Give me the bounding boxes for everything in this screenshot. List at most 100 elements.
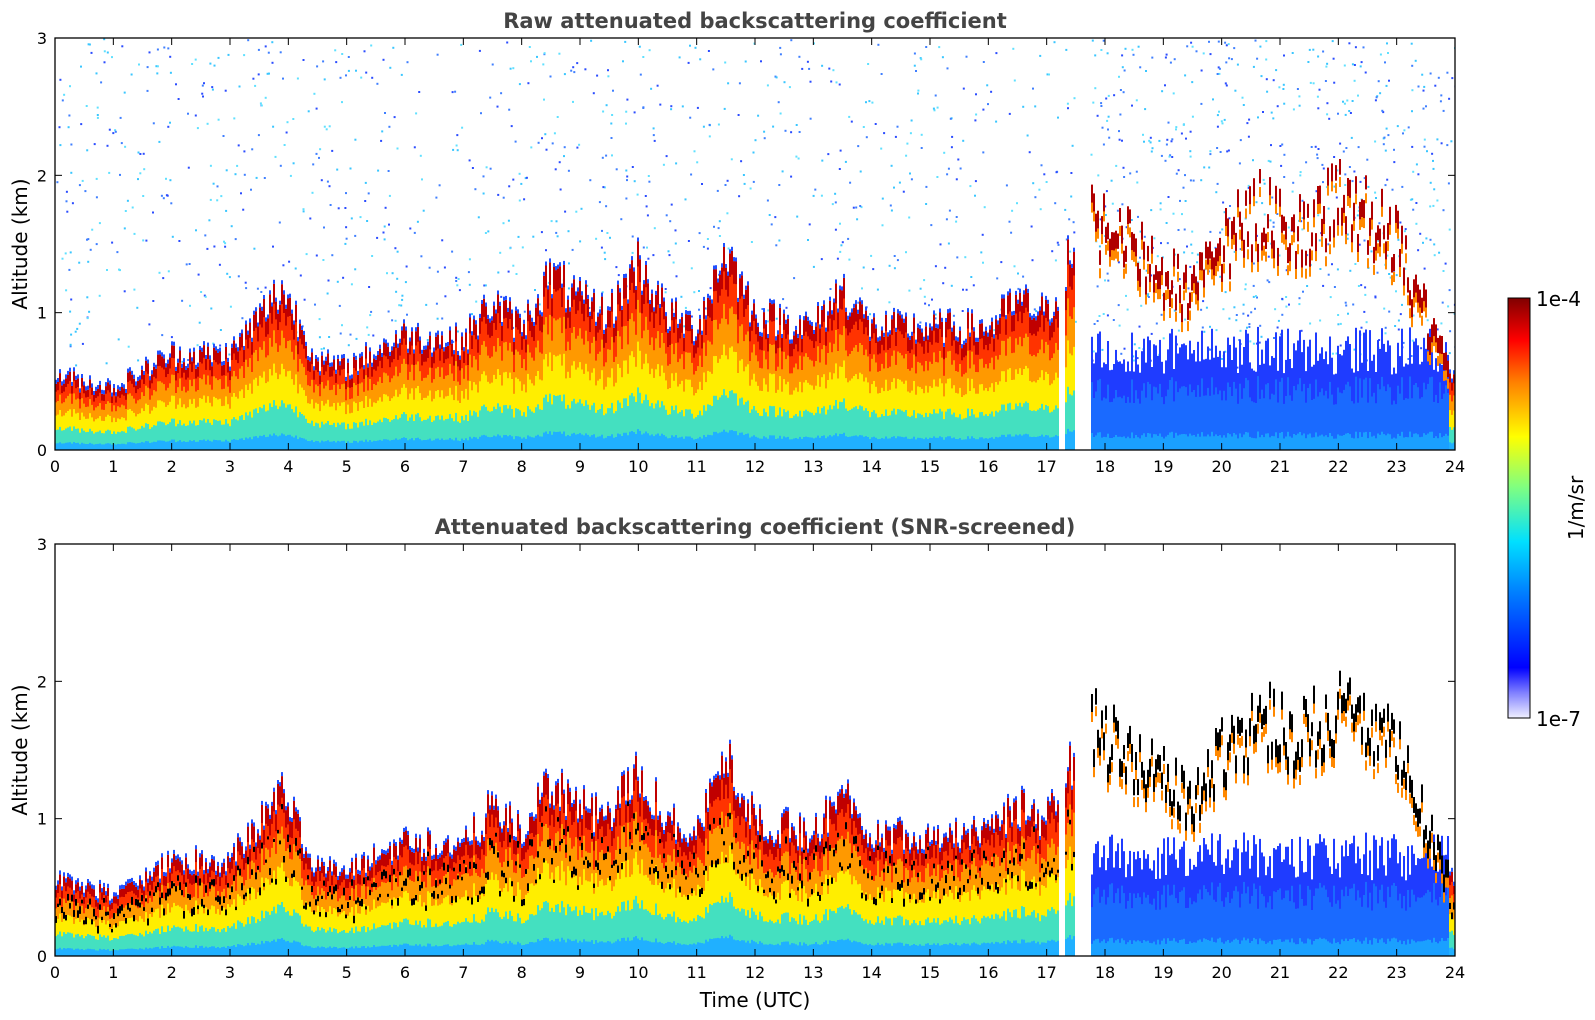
layer-rim: [685, 310, 687, 315]
noise-speckle: [1409, 198, 1412, 201]
noise-speckle: [88, 43, 91, 46]
noise-speckle: [675, 162, 678, 165]
noise-speckle: [946, 173, 949, 176]
backscatter-column: [901, 410, 903, 450]
noise-speckle: [775, 76, 778, 79]
noise-speckle: [699, 58, 702, 61]
backscatter-column: [709, 404, 711, 450]
noise-speckle: [188, 263, 191, 265]
layer-rim: [391, 346, 393, 351]
backscatter-column: [239, 416, 241, 450]
noise-speckle: [518, 199, 521, 202]
backscatter-column: [959, 414, 961, 450]
noise-speckle: [1105, 190, 1108, 193]
noise-speckle: [1277, 319, 1280, 322]
noise-speckle: [1219, 275, 1222, 278]
backscatter-column: [867, 411, 869, 450]
noise-speckle: [1448, 289, 1451, 292]
noise-speckle: [1118, 130, 1120, 133]
noise-speckle: [1039, 54, 1042, 57]
noise-speckle: [959, 167, 962, 170]
backscatter-column: [857, 436, 859, 450]
backscatter-column: [533, 437, 535, 450]
noise-speckle: [347, 344, 350, 347]
noise-speckle: [905, 154, 908, 157]
backscatter-column: [287, 404, 289, 450]
backscatter-column: [635, 402, 637, 450]
backscatter-column: [519, 436, 521, 450]
noise-speckle: [419, 154, 422, 157]
layer-rim: [93, 391, 95, 395]
layer-rim: [765, 320, 767, 325]
layer-rim: [517, 309, 519, 314]
backscatter-column: [515, 408, 517, 450]
backscatter-column: [401, 414, 403, 450]
noise-speckle: [1364, 286, 1367, 289]
layer-rim: [159, 350, 161, 355]
noise-speckle: [1339, 142, 1342, 145]
backscatter-column: [75, 443, 77, 450]
noise-speckle: [920, 133, 923, 136]
backscatter-column: [709, 435, 711, 450]
noise-speckle: [65, 200, 68, 203]
noise-speckle: [955, 216, 958, 218]
layer-rim: [167, 359, 169, 364]
noise-speckle: [1345, 147, 1348, 149]
noise-speckle: [1357, 285, 1360, 287]
noise-speckle: [69, 251, 72, 254]
noise-speckle: [737, 114, 740, 116]
noise-speckle: [1391, 188, 1394, 191]
noise-speckle: [928, 304, 930, 307]
noise-speckle: [674, 242, 677, 245]
noise-speckle: [222, 135, 225, 137]
layer-rim: [431, 352, 433, 357]
noise-speckle: [274, 155, 277, 158]
layer-rim: [207, 342, 209, 347]
backscatter-column: [279, 435, 281, 450]
noise-speckle: [426, 339, 429, 341]
backscatter-column: [185, 426, 187, 450]
backscatter-column: [701, 415, 703, 450]
noise-speckle: [338, 304, 341, 307]
layer-rim: [739, 274, 741, 279]
backscatter-column: [829, 405, 831, 450]
backscatter-column: [677, 413, 679, 450]
noise-speckle: [1140, 304, 1143, 307]
noise-speckle: [877, 43, 880, 46]
layer-rim: [393, 342, 395, 347]
noise-speckle: [86, 317, 89, 320]
noise-speckle: [923, 279, 926, 282]
backscatter-column: [797, 438, 799, 450]
backscatter-column: [565, 436, 567, 450]
noise-speckle: [202, 95, 204, 98]
backscatter-column: [175, 442, 177, 450]
noise-speckle: [1260, 335, 1263, 338]
noise-speckle: [1348, 166, 1351, 168]
noise-speckle: [315, 254, 318, 257]
noise-speckle: [524, 177, 527, 180]
backscatter-column: [199, 420, 201, 450]
backscatter-column: [973, 414, 975, 450]
backscatter-column: [713, 431, 715, 450]
noise-speckle: [1132, 53, 1135, 56]
noise-speckle: [672, 261, 675, 264]
noise-speckle: [1327, 207, 1330, 210]
layer-rim: [453, 350, 455, 355]
backscatter-column: [937, 437, 939, 450]
noise-speckle: [339, 76, 342, 79]
noise-speckle: [772, 125, 775, 128]
layer-rim: [407, 348, 409, 353]
layer-rim: [965, 338, 967, 343]
noise-speckle: [726, 179, 729, 182]
layer-rim: [141, 365, 143, 370]
noise-speckle: [1252, 65, 1255, 68]
noise-speckle: [336, 168, 339, 171]
noise-speckle: [1315, 190, 1318, 193]
noise-speckle: [1393, 161, 1396, 164]
noise-speckle: [908, 216, 911, 219]
noise-speckle: [401, 294, 404, 297]
noise-speckle: [814, 188, 817, 191]
backscatter-column: [813, 438, 815, 450]
noise-speckle: [584, 68, 587, 71]
noise-speckle: [259, 102, 262, 105]
